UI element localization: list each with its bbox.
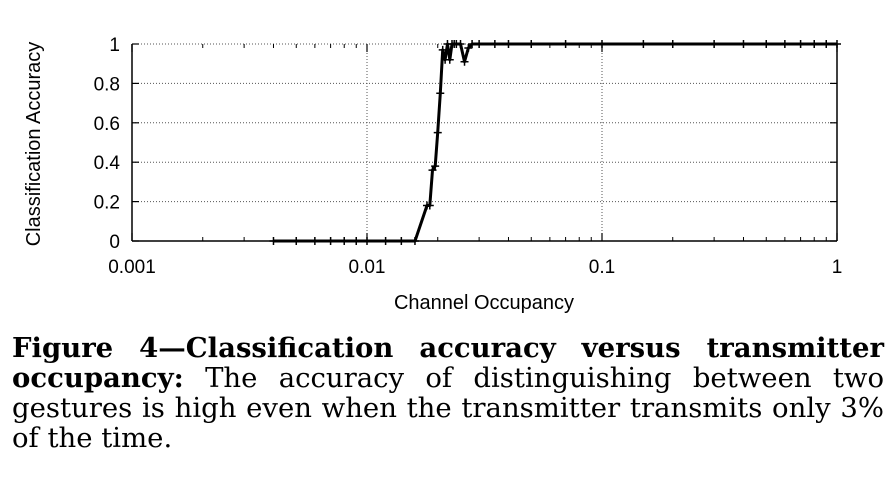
data-point-marker <box>340 237 349 245</box>
y-tick-label: 0.2 <box>94 193 120 214</box>
data-point-marker <box>292 237 301 245</box>
data-point-marker <box>810 40 819 48</box>
data-point-marker <box>431 162 440 171</box>
data-point-marker <box>464 43 473 52</box>
data-point-marker <box>668 40 677 48</box>
data-point-marker <box>436 89 445 98</box>
x-axis-title: Channel Occupancy <box>394 292 574 314</box>
data-point-marker <box>639 40 648 48</box>
data-point-marker <box>381 237 390 245</box>
x-tick-label: 0.001 <box>108 257 156 278</box>
figure-caption: Figure 4—Classification accuracy versus … <box>12 333 884 453</box>
data-point-marker <box>561 40 570 48</box>
axes <box>131 44 838 242</box>
accuracy-vs-occupancy-chart: 0 0.2 0.4 0.6 0.8 1 0.001 0.01 0.1 1 Classificati… <box>23 35 843 314</box>
data-point-marker <box>598 40 606 48</box>
y-tick-label: 0.6 <box>94 114 120 135</box>
data-point-marker <box>490 40 499 48</box>
data-point-marker <box>425 201 434 210</box>
data-point-marker <box>433 128 442 137</box>
y-tick-label: 0 <box>109 232 120 253</box>
caption-text: The accuracy of distinguishing between t… <box>12 362 884 454</box>
data-point-marker <box>456 40 465 48</box>
data-point-marker <box>445 55 454 64</box>
data-point-marker <box>710 40 719 48</box>
data-point-marker <box>833 40 841 48</box>
data-point-marker <box>269 237 278 245</box>
data-point-marker <box>504 40 513 48</box>
data-point-marker <box>739 40 748 48</box>
data-point-marker <box>468 40 477 48</box>
x-tick-label: 0.01 <box>349 257 386 278</box>
data-point-marker <box>410 237 419 245</box>
data-point-marker <box>822 40 831 48</box>
y-tick-label: 1 <box>109 35 120 56</box>
x-tick-label: 1 <box>832 257 843 278</box>
caption-label: Figure 4—Classification accuracy versus … <box>12 332 884 394</box>
series-line <box>273 42 837 243</box>
data-point-marker <box>363 237 371 245</box>
data-point-marker <box>796 40 805 48</box>
data-point-marker <box>475 40 484 48</box>
data-point-marker <box>780 40 789 48</box>
data-point-marker <box>352 237 361 245</box>
data-point-marker <box>397 237 406 245</box>
y-tick-label: 0.4 <box>94 153 121 174</box>
data-point-marker <box>310 237 319 245</box>
data-point-marker <box>326 237 335 245</box>
data-point-marker <box>438 45 447 54</box>
data-point-marker <box>527 40 536 48</box>
grid <box>132 43 837 241</box>
data-point-marker <box>460 57 469 66</box>
x-tick-label: 0.1 <box>589 257 615 278</box>
y-tick-label: 0.8 <box>94 74 120 95</box>
series <box>269 40 841 245</box>
data-point-marker <box>762 40 771 48</box>
y-axis-title: Classification Accuracy <box>23 42 45 247</box>
